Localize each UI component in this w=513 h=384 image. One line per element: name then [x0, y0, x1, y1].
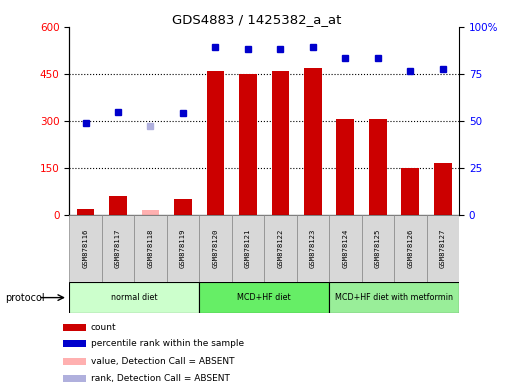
- Text: MCD+HF diet: MCD+HF diet: [238, 293, 291, 302]
- Bar: [434, 163, 452, 215]
- Bar: [69, 215, 102, 282]
- Bar: [427, 215, 459, 282]
- Text: GSM878126: GSM878126: [407, 229, 413, 268]
- Bar: [109, 196, 127, 215]
- Bar: [239, 74, 257, 215]
- Text: GSM878119: GSM878119: [180, 229, 186, 268]
- Text: GSM878127: GSM878127: [440, 229, 446, 268]
- Bar: [329, 282, 459, 313]
- Bar: [63, 375, 86, 382]
- Bar: [63, 341, 86, 348]
- Bar: [76, 209, 94, 215]
- Text: GSM878120: GSM878120: [212, 229, 219, 268]
- Bar: [63, 324, 86, 331]
- Bar: [369, 119, 387, 215]
- Text: MCD+HF diet with metformin: MCD+HF diet with metformin: [335, 293, 453, 302]
- Bar: [199, 282, 329, 313]
- Bar: [362, 215, 394, 282]
- Text: protocol: protocol: [5, 293, 45, 303]
- Bar: [232, 215, 264, 282]
- Bar: [207, 71, 224, 215]
- Text: value, Detection Call = ABSENT: value, Detection Call = ABSENT: [90, 357, 234, 366]
- Text: GSM878123: GSM878123: [310, 229, 316, 268]
- Bar: [337, 119, 354, 215]
- Bar: [102, 215, 134, 282]
- Bar: [142, 210, 160, 215]
- Text: rank, Detection Call = ABSENT: rank, Detection Call = ABSENT: [90, 374, 229, 383]
- Text: GSM878116: GSM878116: [83, 229, 89, 268]
- Bar: [394, 215, 427, 282]
- Text: GSM878121: GSM878121: [245, 229, 251, 268]
- Bar: [199, 215, 232, 282]
- Bar: [174, 199, 192, 215]
- Bar: [402, 168, 419, 215]
- Bar: [271, 71, 289, 215]
- Text: GSM878124: GSM878124: [342, 229, 348, 268]
- Text: GSM878125: GSM878125: [375, 229, 381, 268]
- Bar: [304, 68, 322, 215]
- Text: count: count: [90, 323, 116, 332]
- Bar: [63, 358, 86, 365]
- Text: GSM878118: GSM878118: [147, 229, 153, 268]
- Text: GDS4883 / 1425382_a_at: GDS4883 / 1425382_a_at: [172, 13, 341, 26]
- Bar: [167, 215, 199, 282]
- Text: percentile rank within the sample: percentile rank within the sample: [90, 339, 244, 348]
- Bar: [134, 215, 167, 282]
- Text: GSM878117: GSM878117: [115, 229, 121, 268]
- Bar: [329, 215, 362, 282]
- Bar: [69, 282, 199, 313]
- Bar: [264, 215, 297, 282]
- Text: normal diet: normal diet: [111, 293, 157, 302]
- Bar: [297, 215, 329, 282]
- Text: GSM878122: GSM878122: [278, 229, 284, 268]
